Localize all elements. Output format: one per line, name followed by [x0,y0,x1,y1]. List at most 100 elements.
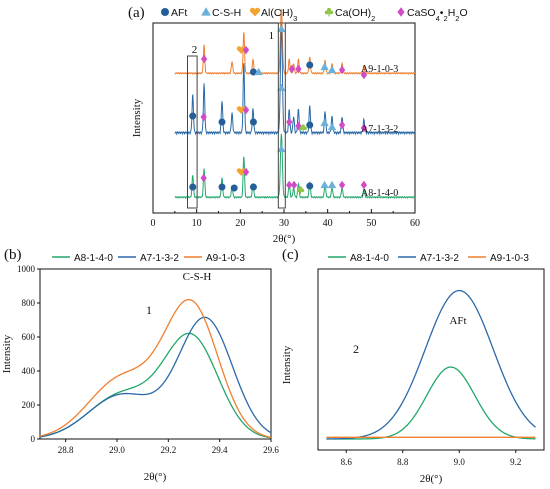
a-xtick-label: 30 [279,218,289,229]
a-marker-circle [218,118,226,126]
a-marker-triangle [277,24,286,33]
b-xtick-label: 29.6 [263,445,279,455]
a-marker-diamond [288,64,296,74]
c-legend-label-A9-1-0-3: A9-1-0-3 [490,253,529,264]
legend-label-clover: Ca(OH)2 [335,7,375,23]
a-marker-heart [236,46,246,54]
legend-marker-triangle [201,7,211,16]
c-legend-label-A7-1-3-2: A7-1-3-2 [420,253,459,264]
c-xtick-label: 8.8 [397,457,409,467]
phase-legend: AFt C-S-H Al(OH)3 Ca(OH)2 CaSO4•2H2O [161,7,468,23]
b-ylabel: Intensity [1,334,13,373]
a-xlabel: 2θ(°) [273,233,296,245]
c-legend-label-A8-1-4-0: A8-1-4-0 [350,253,389,264]
a-marker-circle [218,183,226,191]
b-ytick-label: 800 [22,298,36,308]
a-marker-clover-leaf [299,126,303,131]
a-xtick-label: 40 [323,218,333,229]
a-phase-markers [189,24,368,194]
a-marker-clover [296,186,305,194]
b-ytick-label: 200 [22,400,36,410]
plot-frame-b [39,268,272,440]
b-xtick-label: 29.2 [160,445,176,455]
legend-marker-clover-leaf [329,10,334,15]
c-xtick-label: 9.2 [510,457,521,467]
a-box-2 [186,55,198,209]
a-marker-diamond [338,65,346,75]
a-marker-diamond [200,54,208,64]
b-ytick-label: 0 [31,434,36,444]
legend-label-diamond: CaSO4•2H2O [407,7,468,23]
legend-marker-diamond [397,7,405,17]
legend-label-circle: AFt [171,7,187,19]
a-marker-circle [249,183,257,191]
panel-label-b: (b) [4,247,22,263]
panel-b: (b) A8-1-4-0 A7-1-3-2 A9-1-0-3 28.8 29.0 29.… [1,247,279,483]
a-marker-clover-leaf [296,188,301,193]
legend-marker-clover [324,7,334,17]
a-highlight-boxes: 12 [186,22,286,209]
legend-marker-circle [161,8,169,16]
a-marker-clover-leaf [303,126,307,131]
a-marker-heart [236,168,246,176]
legend-marker-heart [249,7,261,17]
a-marker-diamond [242,45,250,55]
a-marker-diamond [242,105,250,115]
a-marker-triangle [277,144,286,153]
b-xlabel: 2θ(°) [144,471,167,483]
a-marker-diamond [286,180,293,190]
a-xtick-label: 10 [192,218,202,229]
a-marker-diamond [360,180,368,190]
b-axes: 28.8 29.0 29.2 29.4 29.6 0 200 400 600 800 1000 [17,264,279,455]
a-marker-circle [249,68,257,76]
b-xtick-label: 29.4 [212,445,228,455]
b-legend-label-A8-1-4-0: A8-1-4-0 [74,253,113,264]
a-series-label-A7-1-3-2: A7-1-3-2 [361,124,398,135]
b-xtick-label: 29.0 [109,445,125,455]
b-ytick-label: 1000 [17,264,36,274]
c-ylabel: Intensity [281,345,293,384]
a-marker-circle [306,61,314,69]
a-marker-diamond [295,64,302,74]
b-ytick-label: 400 [22,366,36,376]
a-marker-triangle [320,62,329,71]
a-marker-diamond [290,180,298,190]
a-series-line-A8-1-4-0 [174,133,416,200]
a-series-line-A9-1-0-3 [174,9,416,76]
a-marker-clover [299,124,307,132]
a-x-axis: 0 10 20 30 40 50 60 [151,209,420,229]
b-legend: A8-1-4-0 A7-1-3-2 A9-1-0-3 [52,253,245,264]
c-curve-A8-1-4-0 [326,366,536,440]
a-marker-clover-leaf [301,124,305,128]
a-marker-triangle [320,118,329,127]
c-axes: 8.6 8.8 9.0 9.2 [341,450,521,467]
a-marker-circle [230,184,238,192]
a-marker-triangle [320,180,329,189]
a-marker-triangle [327,122,337,131]
b-xtick-label: 28.8 [58,445,74,455]
a-xtick-label: 60 [410,218,420,229]
c-xtick-label: 8.6 [341,457,353,467]
panel-label-a: (a) [128,5,145,21]
a-series-labels: A9-1-0-3 A7-1-3-2 A8-1-4-0 [361,64,398,199]
a-series-label-A8-1-4-0: A8-1-4-0 [361,188,398,199]
a-marker-heart [236,106,246,114]
c-curve-A7-1-3-2 [326,289,536,440]
a-xtick-label: 0 [151,218,156,229]
a-marker-triangle [327,65,337,74]
c-xtick-label: 9.0 [454,457,466,467]
panel-c: (c) A8-1-4-0 A7-1-3-2 A9-1-0-3 8.6 8.8 9.0 9.… [281,247,545,485]
legend-marker-clover-leaf [324,10,329,15]
a-series-group [174,9,416,200]
b-curves [39,298,272,439]
legend-label-triangle: C-S-H [212,7,241,19]
a-marker-triangle [277,83,286,92]
c-annotation: AFt [449,315,466,327]
b-peak-label: 1 [146,303,152,317]
panel-label-c: (c) [282,247,299,263]
b-curve-A7-1-3-2 [39,316,272,438]
a-box-label-2: 2 [192,44,198,56]
a-marker-diamond [360,70,368,80]
plot-frame-c [317,268,545,451]
a-marker-diamond [242,167,250,177]
